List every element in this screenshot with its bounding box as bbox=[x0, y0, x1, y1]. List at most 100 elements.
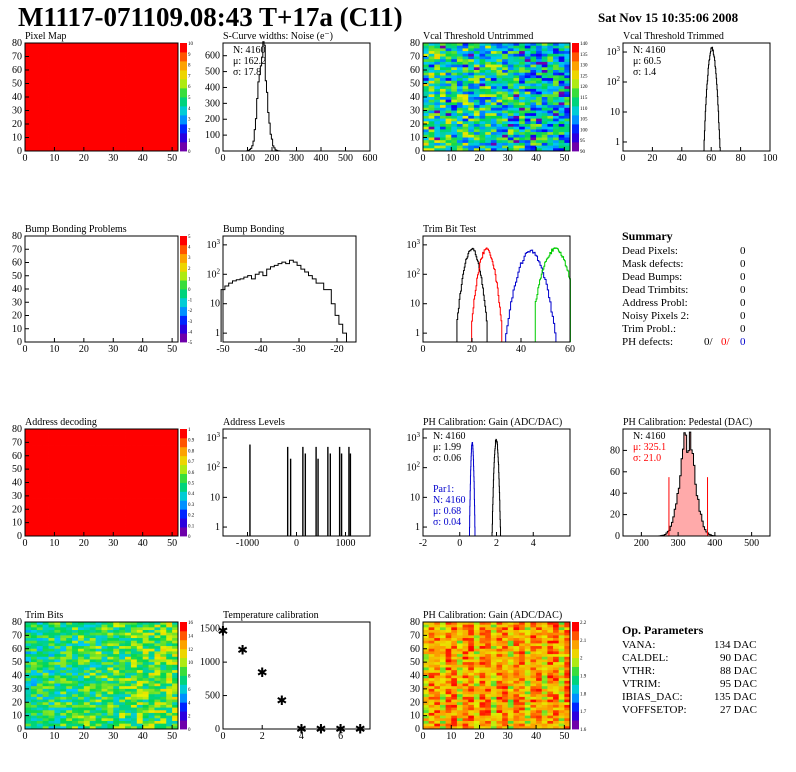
trim-bits-cell bbox=[72, 688, 79, 692]
trim-bits-cell bbox=[136, 710, 144, 714]
address-decoding-cell bbox=[107, 445, 114, 449]
pixel-map-cell bbox=[148, 132, 155, 136]
vcal-untrimmed-cell bbox=[490, 148, 497, 152]
vcal-trimmed-ytick-label: 10 bbox=[610, 107, 620, 118]
vcal-untrimmed-cell bbox=[564, 118, 571, 122]
ph-gain-map-cell bbox=[507, 654, 514, 658]
address-decoding-cell bbox=[72, 522, 79, 526]
trim-bits-cell bbox=[160, 680, 167, 684]
vcal-untrimmed-cell bbox=[434, 70, 441, 74]
vcal-untrimmed-cell bbox=[524, 72, 531, 76]
ph-gain-map-cell bbox=[485, 622, 492, 626]
vcal-untrimmed-cell bbox=[462, 78, 469, 82]
trim-bits-cell bbox=[72, 675, 79, 679]
address-decoding-cell bbox=[166, 493, 173, 497]
trim-bits-cell bbox=[142, 686, 149, 690]
trim-bits-cell bbox=[36, 627, 44, 631]
address-decoding-cell bbox=[95, 511, 102, 515]
trim-bits-cell bbox=[172, 654, 179, 658]
pixel-map-cell bbox=[172, 113, 179, 117]
trim-bits-cell bbox=[66, 675, 73, 679]
trim-bits-cell bbox=[83, 678, 91, 682]
trim-bits-cell bbox=[77, 707, 85, 711]
address-decoding-cell bbox=[36, 482, 44, 486]
address-decoding-cell bbox=[30, 453, 38, 457]
trim-bits-cell bbox=[148, 704, 155, 708]
address-decoding-cell bbox=[48, 514, 55, 518]
pixel-map-cell bbox=[119, 140, 126, 144]
pixel-map-cell bbox=[66, 67, 73, 71]
address-decoding-cell bbox=[107, 450, 114, 454]
vcal-untrimmed-cell bbox=[490, 64, 497, 68]
pixel-map-cell bbox=[166, 132, 173, 136]
pixel-map-cell bbox=[77, 80, 85, 84]
pixel-map-cell bbox=[166, 64, 173, 68]
address-decoding-cell bbox=[89, 439, 97, 443]
vcal-untrimmed-cell bbox=[507, 86, 514, 90]
pixel-map-ytick-label: 40 bbox=[12, 92, 22, 103]
vcal-untrimmed-cell bbox=[473, 75, 480, 79]
address-decoding-cell bbox=[160, 493, 167, 497]
trim-bits-cell bbox=[160, 702, 167, 706]
vcal-untrimmed-cell bbox=[434, 137, 441, 141]
address-decoding-cell bbox=[130, 503, 138, 507]
pixel-map-cell bbox=[25, 126, 32, 130]
pixel-map-cell bbox=[101, 61, 108, 65]
address-decoding-cell bbox=[101, 527, 108, 532]
address-decoding-cell bbox=[72, 511, 79, 515]
vcal-untrimmed-cell bbox=[428, 64, 435, 68]
trim-bits-cell bbox=[148, 622, 155, 626]
address-decoding-cell bbox=[119, 442, 126, 446]
vcal-untrimmed-cell bbox=[479, 145, 486, 149]
trim-bits-cell bbox=[136, 680, 144, 684]
trim-bits-cell bbox=[25, 662, 32, 666]
pixel-map-cell bbox=[54, 64, 61, 68]
vcal-untrimmed-cell bbox=[553, 91, 560, 95]
pixel-map-cell bbox=[42, 105, 49, 109]
trim-bits-cell bbox=[36, 675, 44, 679]
vcal-untrimmed-cell bbox=[530, 140, 537, 144]
address-decoding-cell bbox=[142, 437, 149, 441]
address-decoding-cell bbox=[54, 514, 61, 518]
pixel-map-cell bbox=[54, 145, 61, 149]
vcal-untrimmed-cell bbox=[428, 91, 435, 95]
trim-bits-cell bbox=[136, 702, 144, 706]
ph-gain-map-cell bbox=[439, 646, 447, 650]
vcal-untrimmed-palette-cell bbox=[572, 97, 579, 107]
trim-bits-cell bbox=[148, 643, 155, 647]
address-decoding-cell bbox=[107, 490, 114, 494]
bump-problems-palette-cell bbox=[180, 236, 187, 246]
trim-bits-cell bbox=[101, 622, 108, 626]
ph-gain-map-cell bbox=[558, 651, 565, 655]
trim-bits-cell bbox=[119, 654, 126, 658]
address-decoding-cell bbox=[172, 442, 179, 446]
vcal-untrimmed-cell bbox=[445, 142, 452, 146]
address-decoding-palette-label: 0 bbox=[188, 535, 191, 540]
ph-gain-map-cell bbox=[445, 640, 452, 644]
vcal-untrimmed-cell bbox=[434, 61, 441, 65]
scurve-noise-ytick-label: 300 bbox=[205, 98, 220, 109]
address-decoding-cell bbox=[107, 461, 114, 465]
trim-bits-cell bbox=[130, 640, 138, 644]
trim-bits-cell bbox=[107, 694, 114, 698]
pixel-map-cell bbox=[48, 140, 55, 144]
ph-gain-map-cell bbox=[502, 627, 509, 631]
trim-bits-cell bbox=[42, 632, 49, 636]
vcal-untrimmed-cell bbox=[434, 115, 441, 119]
trim-bits-cell bbox=[125, 702, 132, 706]
vcal-untrimmed-cell bbox=[496, 88, 503, 92]
address-decoding-cell bbox=[154, 487, 161, 491]
address-decoding-cell bbox=[101, 530, 108, 534]
trim-bits-cell bbox=[166, 694, 173, 698]
address-decoding-cell bbox=[60, 463, 67, 467]
trim-bits-cell bbox=[113, 707, 120, 711]
address-decoding-cell bbox=[154, 477, 161, 481]
pixel-map-cell bbox=[36, 59, 44, 63]
trim-bits-cell bbox=[89, 648, 97, 652]
trim-bits-cell bbox=[60, 638, 67, 642]
vcal-untrimmed-cell bbox=[553, 137, 560, 141]
trim-bits-cell bbox=[54, 707, 61, 711]
ph-gain-map-cell bbox=[496, 635, 503, 639]
vcal-untrimmed-cell bbox=[507, 132, 514, 136]
vcal-untrimmed-cell bbox=[468, 142, 475, 146]
